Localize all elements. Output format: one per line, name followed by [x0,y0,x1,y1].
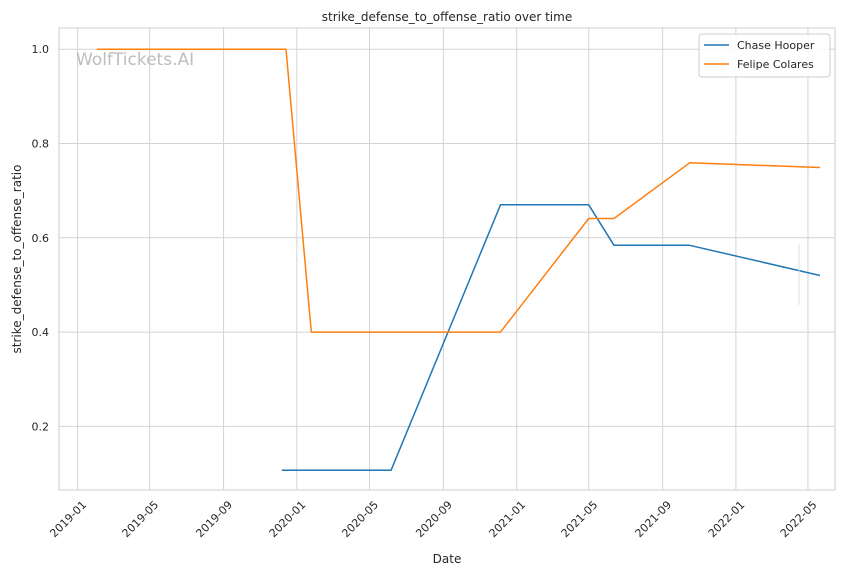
legend: Chase Hooper Felipe Colares [698,33,831,78]
y-tick-label: 0.6 [32,232,50,245]
legend-label-chase-hooper: Chase Hooper [737,39,815,52]
y-tick-label: 0.8 [32,138,50,151]
legend-label-felipe-colares: Felipe Colares [737,58,814,71]
y-tick-label: 0.2 [32,420,50,433]
series-line-felipe-colares [96,48,821,333]
chart-title: strike_defense_to_offense_ratio over tim… [322,10,572,24]
y-axis-label: strike_defense_to_offense_ratio [10,165,24,354]
legend-box [698,33,831,78]
y-tick-label: 0.4 [32,326,50,339]
watermark-text: WolfTickets.AI [76,50,194,70]
plot-frame [58,27,836,491]
x-axis-label: Date [433,552,462,566]
y-tick-label: 1.0 [32,43,50,56]
series-line-chase-hooper [281,204,821,471]
series-lines [96,48,821,471]
